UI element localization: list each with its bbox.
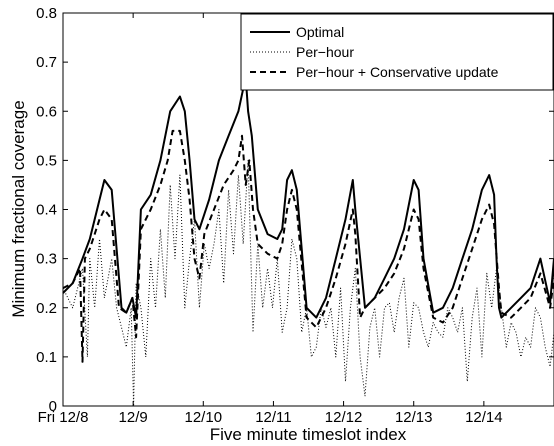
- y-tick-label: 0.8: [36, 5, 57, 22]
- x-tick-label: Fri 12/8: [38, 409, 89, 426]
- y-tick-label: 0.5: [36, 152, 57, 169]
- series-lines: [62, 75, 554, 407]
- x-tick-label: 12/14: [465, 409, 503, 426]
- y-tick-label: 0.4: [36, 202, 57, 219]
- x-tick-label: 12/12: [325, 409, 363, 426]
- y-tick-label: 0.1: [36, 349, 57, 366]
- y-tick-label: 0: [49, 398, 57, 415]
- series-line-dotted: [62, 159, 554, 407]
- y-tick-labels: 0 0.1 0.2 0.3 0.4 0.5 0.6 0.7 0.8: [36, 5, 57, 415]
- y-tick-label: 0.6: [36, 103, 57, 120]
- legend-label-optimal: Optimal: [296, 24, 344, 40]
- y-tick-label: 0.7: [36, 54, 57, 71]
- y-axis-label: Minimum fractional coverage: [9, 100, 28, 317]
- legend-label-conservative: Per−hour + Conservative update: [296, 64, 499, 80]
- legend-box: [240, 13, 554, 91]
- x-tick-label: 12/9: [119, 409, 148, 426]
- legend-label-per-hour: Per−hour: [296, 44, 354, 60]
- x-tick-label: 12/10: [185, 409, 223, 426]
- series-line-solid: [62, 75, 554, 319]
- x-tick-labels: Fri 12/8 12/9 12/10 12/11 12/12 12/13 12/14: [38, 409, 503, 426]
- x-tick-label: 12/13: [395, 409, 433, 426]
- y-tick-label: 0.2: [36, 300, 57, 317]
- y-tick-label: 0.3: [36, 251, 57, 268]
- x-tick-label: 12/11: [255, 409, 291, 426]
- x-axis-label: Five minute timeslot index: [210, 425, 407, 444]
- plot-frame: [62, 12, 554, 407]
- legend: Optimal Per−hour Per−hour + Conservative…: [240, 13, 554, 91]
